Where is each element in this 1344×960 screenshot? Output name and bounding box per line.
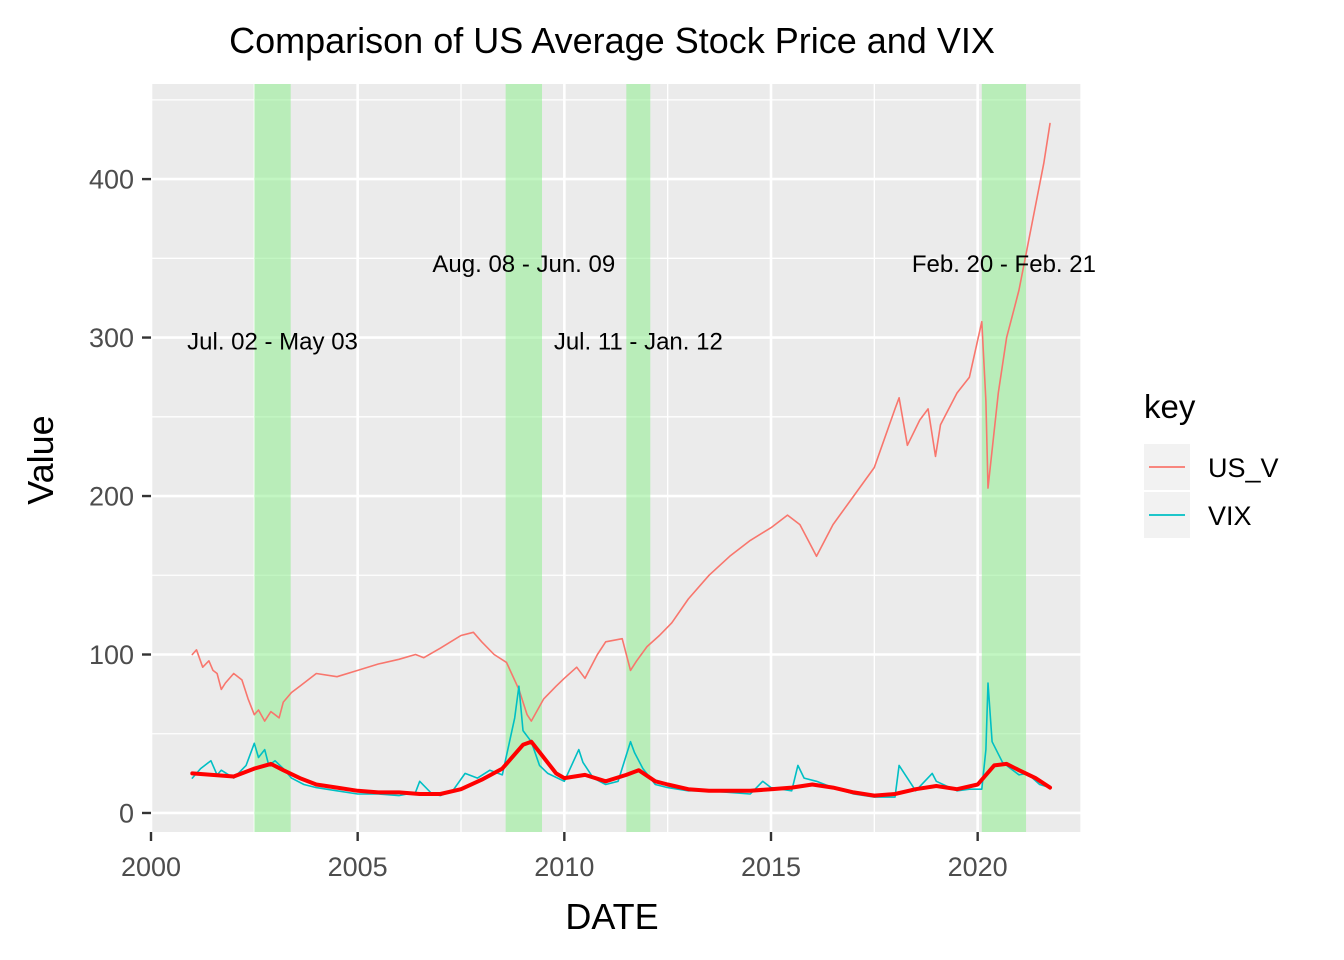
y-tick-label: 400: [89, 165, 134, 195]
period-label-2: Aug. 08 - Jun. 09: [432, 251, 615, 278]
x-axis-title: DATE: [565, 896, 658, 937]
legend-title: key: [1144, 388, 1196, 425]
x-tick-label: 2020: [948, 852, 1008, 882]
y-tick-label: 300: [89, 323, 134, 353]
x-tick-label: 2005: [328, 852, 388, 882]
period-label-3: Jul. 11 - Jan. 12: [554, 329, 723, 356]
shaded-periods: [254, 84, 1027, 832]
legend-label-vix: VIX: [1208, 501, 1252, 531]
y-tick-label: 0: [119, 798, 134, 828]
shaded-period-3: [626, 84, 651, 832]
chart-title: Comparison of US Average Stock Price and…: [229, 20, 995, 61]
series-line-us_v: [191, 122, 1051, 722]
legend-items: US_V VIX: [1144, 444, 1279, 538]
x-axis: 2000 2005 2010 2015 2020: [121, 832, 1008, 882]
legend: key US_V VIX: [1144, 388, 1279, 538]
x-tick-label: 2010: [534, 852, 594, 882]
shaded-period-1: [254, 84, 291, 832]
smooth-trend-line: [190, 739, 1052, 798]
shaded-period-2: [505, 84, 543, 832]
period-annotations: Jul. 02 - May 03 Aug. 08 - Jun. 09 Jul. 11…: [187, 251, 1096, 356]
series-layer: [190, 122, 1052, 798]
y-axis: 0 100 200 300 400: [89, 165, 151, 828]
shaded-period-4: [981, 84, 1027, 832]
y-axis-title: Value: [20, 415, 61, 504]
x-tick-label: 2000: [121, 852, 181, 882]
period-label-4: Feb. 20 - Feb. 21: [912, 251, 1096, 278]
plot-panel: [151, 84, 1081, 832]
x-tick-label: 2015: [741, 852, 801, 882]
major-gridlines: [149, 84, 1081, 832]
period-label-1: Jul. 02 - May 03: [187, 329, 358, 356]
y-tick-label: 100: [89, 640, 134, 670]
legend-label-us_v: US_V: [1208, 453, 1279, 483]
y-tick-label: 200: [89, 482, 134, 512]
